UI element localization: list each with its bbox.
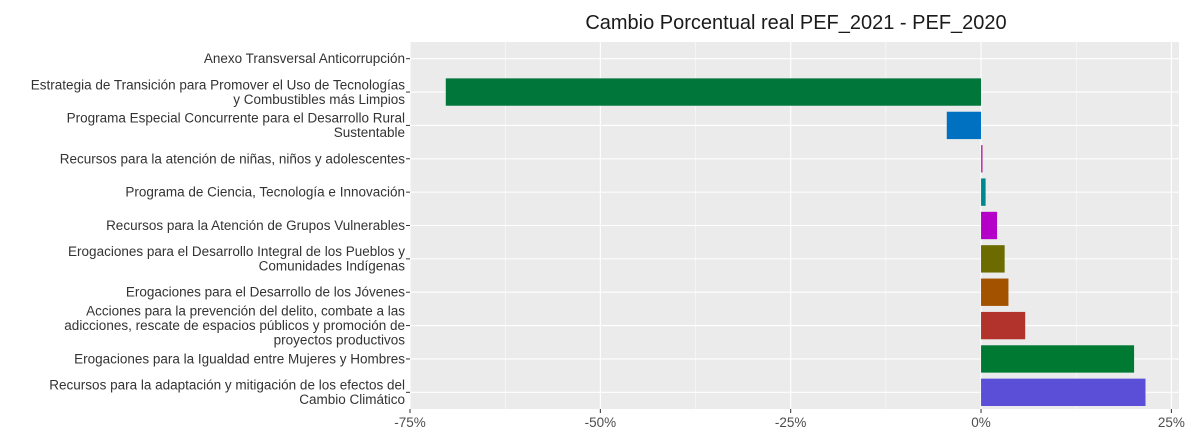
bar: [981, 145, 983, 173]
bar: [981, 245, 1005, 273]
bar: [981, 178, 986, 206]
bar: [981, 345, 1135, 373]
bar: [981, 311, 1026, 340]
x-tick-label: 25%: [1158, 415, 1185, 427]
chart-title: Cambio Porcentual real PEF_2021 - PEF_20…: [585, 12, 1006, 34]
category-label: Sustentable: [334, 125, 405, 140]
bar: [981, 278, 1009, 306]
bar: [981, 211, 998, 240]
category-label: Recursos para la atención de niñas, niño…: [60, 151, 405, 166]
bar: [981, 378, 1146, 406]
category-label: Erogaciones para la Igualdad entre Mujer…: [74, 351, 405, 366]
bars: [445, 78, 1146, 406]
x-tick-label: 0%: [971, 415, 991, 427]
bar: [445, 78, 982, 106]
bar: [946, 111, 982, 140]
category-labels: Anexo Transversal Anticorrupción Estrateg…: [31, 51, 410, 407]
category-label: Estrategia de Transición para Promover e…: [31, 77, 405, 92]
category-label: Erogaciones para el Desarrollo de los Jó…: [126, 285, 405, 300]
category-label: Anexo Transversal Anticorrupción: [204, 51, 405, 66]
x-tick-label: -75%: [394, 415, 426, 427]
category-label: proyectos productivos: [274, 333, 406, 348]
category-label: Cambio Climático: [299, 392, 405, 407]
category-label: Recursos para la adaptación y mitigación…: [49, 378, 405, 393]
category-label: adicciones, rescate de espacios públicos…: [64, 318, 405, 333]
category-label: Recursos para la Atención de Grupos Vuln…: [106, 218, 405, 233]
x-tick-label: -50%: [585, 415, 617, 427]
category-label: Programa de Ciencia, Tecnología e Innova…: [125, 185, 405, 200]
category-label: Comunidades Indígenas: [259, 259, 406, 274]
x-tick-label: -25%: [775, 415, 807, 427]
x-axis-ticks: -75% -50% -25% 0% 25%: [394, 409, 1185, 427]
category-label: Erogaciones para el Desarrollo Integral …: [68, 244, 405, 259]
category-label: Programa Especial Concurrente para el De…: [67, 111, 405, 126]
category-label: y Combustibles más Limpios: [233, 92, 405, 107]
category-label: Acciones para la prevención del delito, …: [86, 304, 405, 319]
